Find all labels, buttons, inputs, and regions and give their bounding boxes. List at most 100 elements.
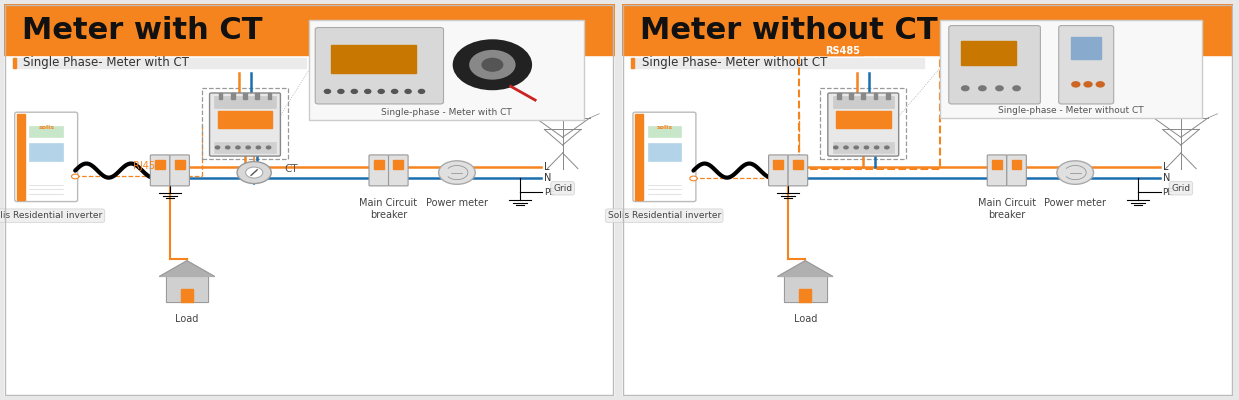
- FancyBboxPatch shape: [389, 155, 408, 186]
- Text: Grid: Grid: [553, 184, 572, 193]
- FancyBboxPatch shape: [633, 112, 696, 202]
- Bar: [799, 289, 812, 302]
- Circle shape: [1084, 82, 1092, 87]
- Bar: [155, 160, 165, 169]
- Bar: [833, 96, 893, 108]
- Text: Power meter: Power meter: [426, 198, 488, 208]
- Bar: [836, 110, 891, 128]
- Text: L: L: [1162, 162, 1168, 172]
- Circle shape: [338, 90, 344, 93]
- Circle shape: [961, 86, 969, 91]
- Text: Load: Load: [175, 314, 198, 324]
- Bar: [12, 58, 306, 68]
- Bar: [218, 110, 273, 128]
- Bar: [873, 93, 877, 99]
- Bar: [886, 93, 890, 99]
- Circle shape: [266, 146, 271, 149]
- FancyBboxPatch shape: [209, 93, 280, 156]
- Bar: [992, 160, 1002, 169]
- Bar: [17, 114, 25, 200]
- Circle shape: [854, 146, 859, 149]
- Bar: [12, 58, 16, 68]
- Text: Meter without CT: Meter without CT: [641, 16, 938, 45]
- FancyBboxPatch shape: [1007, 155, 1026, 186]
- Bar: [648, 126, 681, 137]
- Text: N: N: [1162, 174, 1170, 184]
- Bar: [622, 4, 1233, 55]
- Bar: [961, 41, 1016, 65]
- Bar: [861, 93, 865, 99]
- Text: RS485: RS485: [825, 46, 860, 56]
- Bar: [631, 58, 634, 68]
- Text: Single Phase- Meter with CT: Single Phase- Meter with CT: [24, 56, 190, 70]
- Circle shape: [256, 146, 260, 149]
- Text: PE: PE: [1162, 188, 1173, 197]
- Bar: [394, 160, 403, 169]
- Text: Power meter: Power meter: [1044, 198, 1106, 208]
- Text: Single Phase- Meter without CT: Single Phase- Meter without CT: [642, 56, 826, 70]
- Circle shape: [419, 90, 425, 93]
- Bar: [820, 47, 865, 55]
- Circle shape: [405, 90, 411, 93]
- FancyBboxPatch shape: [170, 155, 190, 186]
- Circle shape: [690, 176, 698, 181]
- Text: Main Circuit
breaker: Main Circuit breaker: [359, 198, 418, 220]
- Polygon shape: [784, 276, 826, 302]
- Text: Single-phase - Meter without CT: Single-phase - Meter without CT: [999, 106, 1144, 115]
- Circle shape: [979, 86, 986, 91]
- Circle shape: [237, 162, 271, 184]
- Circle shape: [364, 90, 370, 93]
- Circle shape: [844, 146, 849, 149]
- Text: Single-phase - Meter with CT: Single-phase - Meter with CT: [382, 108, 512, 117]
- Circle shape: [245, 167, 263, 178]
- Bar: [331, 45, 416, 72]
- Bar: [219, 93, 222, 99]
- Polygon shape: [778, 261, 833, 276]
- Circle shape: [235, 146, 240, 149]
- FancyBboxPatch shape: [150, 155, 170, 186]
- Circle shape: [996, 86, 1004, 91]
- FancyBboxPatch shape: [768, 155, 788, 186]
- Text: RJ45: RJ45: [133, 161, 155, 171]
- FancyBboxPatch shape: [15, 112, 78, 202]
- Circle shape: [470, 50, 515, 80]
- Bar: [230, 93, 234, 99]
- Circle shape: [452, 39, 532, 90]
- Circle shape: [352, 90, 357, 93]
- Bar: [255, 93, 259, 99]
- Text: solis: solis: [657, 125, 673, 130]
- Circle shape: [325, 90, 331, 93]
- Bar: [648, 143, 681, 161]
- Text: N: N: [544, 174, 551, 184]
- FancyBboxPatch shape: [949, 26, 1041, 104]
- Circle shape: [865, 146, 869, 149]
- Text: Solis Residential inverter: Solis Residential inverter: [0, 211, 103, 220]
- Circle shape: [875, 146, 878, 149]
- Polygon shape: [160, 261, 214, 276]
- Circle shape: [439, 161, 476, 184]
- Bar: [849, 93, 852, 99]
- Text: solis: solis: [38, 125, 55, 130]
- Circle shape: [482, 58, 503, 72]
- FancyBboxPatch shape: [369, 155, 389, 186]
- Bar: [833, 142, 893, 153]
- Bar: [374, 160, 384, 169]
- Circle shape: [885, 146, 890, 149]
- Bar: [30, 143, 63, 161]
- FancyBboxPatch shape: [315, 28, 444, 104]
- FancyBboxPatch shape: [987, 155, 1007, 186]
- Bar: [175, 160, 185, 169]
- Bar: [243, 93, 247, 99]
- Circle shape: [225, 146, 230, 149]
- Polygon shape: [166, 276, 208, 302]
- FancyBboxPatch shape: [309, 20, 584, 120]
- Bar: [773, 160, 783, 169]
- Bar: [631, 58, 924, 68]
- Circle shape: [1097, 82, 1104, 87]
- Text: Meter with CT: Meter with CT: [22, 16, 263, 45]
- Bar: [4, 4, 615, 55]
- Circle shape: [72, 174, 79, 179]
- Bar: [1012, 160, 1021, 169]
- Text: Grid: Grid: [1171, 184, 1191, 193]
- Circle shape: [834, 146, 838, 149]
